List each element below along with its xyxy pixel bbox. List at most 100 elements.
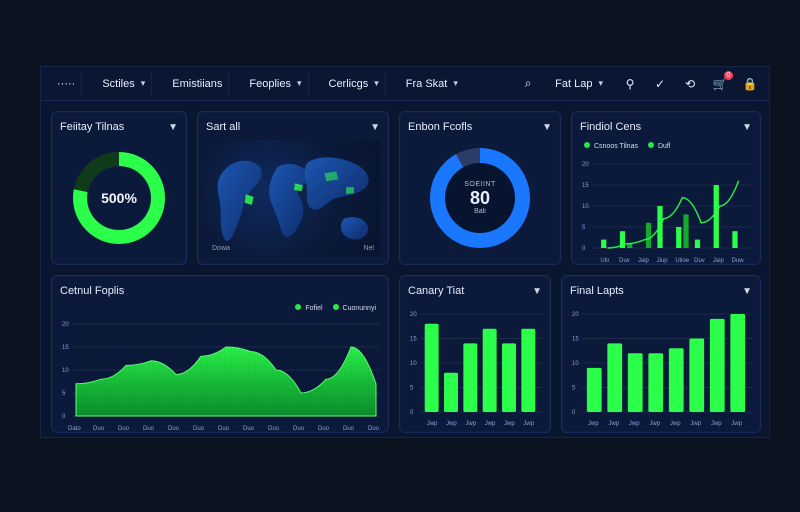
panel-menu-caret-icon[interactable]: ▼ (370, 121, 380, 133)
panel-body: 0 5 10 15 20 Jwp Jwp Jwp Jwp Jwp Jwp Jwp Jwp (570, 304, 752, 427)
bar[interactable] (521, 328, 536, 412)
x-tick-label: Duo (293, 426, 305, 432)
area-series (75, 346, 377, 417)
donut-value: 500% (101, 190, 137, 206)
panel-header: Findiol Cens ▼ (580, 118, 752, 136)
panel-title: Feiitay Tilnas (60, 121, 125, 133)
chevron-down-icon: ▾ (140, 78, 146, 88)
dashboard-window: ····· Sctiles ▾ Emistiians Feoplies ▾ Ce… (40, 66, 770, 438)
menu-feoplies[interactable]: Feoplies ▾ (243, 71, 309, 96)
panel-menu-caret-icon[interactable]: ▼ (742, 121, 752, 133)
bar[interactable] (683, 214, 689, 248)
x-tick-label: Jwp (711, 421, 722, 427)
cart-icon[interactable]: 🛒 0 (711, 70, 733, 93)
bar[interactable] (424, 323, 439, 412)
bar[interactable] (601, 239, 607, 248)
chart-canary-tiat: 0 5 10 15 20 Jwp Jwp Jwp Jwp Jwp Jwp (410, 312, 542, 427)
y-tick-label: 0 (572, 410, 576, 416)
bar[interactable] (482, 328, 497, 412)
bar[interactable] (444, 372, 458, 412)
donut-chart: 500% (73, 152, 165, 244)
bar[interactable] (694, 239, 701, 248)
world-map-svg (217, 157, 369, 241)
legend-item: Cuonunnyi (332, 304, 376, 312)
bar[interactable] (732, 231, 738, 248)
legend-label: Csnoos Tilnas (594, 143, 638, 150)
x-tick-label: Duo (143, 426, 155, 432)
menu-cerlicgs[interactable]: Cerlicgs ▾ (323, 71, 386, 96)
continent-europe-africa (269, 164, 308, 237)
bar[interactable] (645, 222, 652, 248)
chart-findiol-cens: 0 5 10 15 20 Ulo Duv Jaip Jiup Uiloe Duv Jaip Duw (582, 162, 752, 264)
x-tick-label: Jiup (657, 258, 669, 264)
panel-canary-tiat: Canary Tiat ▼ 0 5 10 15 20 Jwp Jwp Jwp Jwp Jwp Jwp (399, 275, 551, 433)
bar[interactable] (627, 353, 643, 412)
x-tick-label: Duo (193, 426, 205, 432)
legend-dot (295, 304, 302, 310)
legend-dot (584, 142, 590, 148)
x-tick-label: Duo (168, 426, 180, 432)
x-tick-label: Uiloe (675, 258, 689, 264)
person-icon[interactable]: ⚲ (625, 76, 635, 91)
bar[interactable] (689, 338, 705, 413)
bar[interactable] (627, 243, 633, 248)
x-tick-label: Jaip (638, 258, 650, 264)
y-tick-label: 20 (572, 312, 579, 318)
x-tick-label: Jwp (608, 421, 619, 427)
y-tick-label: 5 (62, 391, 66, 397)
menu-label-sctiles: Sctiles (102, 77, 135, 90)
chart-legend: Fofiel Cuonunnyi (295, 304, 376, 312)
x-tick-label: Duv (619, 258, 630, 264)
map-left-label: Dowa (212, 245, 230, 252)
panel-header: Feiitay Tilnas ▼ (60, 118, 178, 136)
chart-cetnul-foplis: 0 5 10 15 20 Dato Duo Duo Duo Duo Duo Duo Duo Duo Duo D… (62, 322, 380, 432)
panel-title: Cetnul Foplis (60, 285, 125, 297)
panel-body: 500% (60, 140, 178, 256)
legend-dot (647, 142, 654, 148)
search-icon[interactable]: ⌕ (524, 76, 532, 90)
lock-icon[interactable]: 🔒 (742, 76, 758, 91)
bar[interactable] (709, 318, 725, 412)
panel-menu-caret-icon[interactable]: ▼ (542, 121, 552, 133)
menu-sctiles[interactable]: Sctiles ▾ (96, 71, 153, 96)
x-tick-label: Jwp (485, 421, 496, 427)
x-tick-label: Jwp (446, 421, 457, 427)
panel-header: Enbon Fcofls ▼ (408, 118, 552, 136)
panel-body: 0 5 10 15 20 Jwp Jwp Jwp Jwp Jwp Jwp (408, 304, 542, 427)
fat-lap-dropdown[interactable]: Fat Lap ▾ (549, 72, 609, 96)
menu-fra-skat[interactable]: Fra Skat ▾ (400, 72, 464, 96)
bar[interactable] (730, 314, 746, 412)
panel-menu-caret-icon[interactable]: ▼ (742, 285, 752, 297)
bar[interactable] (607, 343, 623, 412)
panel-feiitay-tilnas: Feiitay Tilnas ▼ 500% (51, 111, 187, 265)
panel-menu-caret-icon[interactable]: ▼ (532, 285, 542, 297)
fat-lap-label: Fat Lap (555, 77, 593, 90)
x-tick-label: Duo (318, 426, 330, 432)
refresh-icon[interactable]: ⟲ (684, 76, 696, 91)
logo[interactable]: ····· (51, 71, 83, 96)
bar[interactable] (586, 367, 602, 412)
panel-body: Dowa Nel (206, 140, 380, 256)
main-menu: ····· Sctiles ▾ Emistiians Feoplies ▾ Ce… (51, 71, 464, 96)
menu-label-feoplies: Feoplies (249, 77, 291, 90)
panel-body: Csnoos Tilnas Dufl 0 5 10 15 20 Ulo Duv Jaip Jiu… (580, 140, 752, 264)
bar[interactable] (676, 227, 682, 248)
bar[interactable] (668, 348, 684, 412)
x-tick-label: Duo (118, 426, 130, 432)
check-icon[interactable]: ✓ (654, 76, 666, 91)
legend-label: Fofiel (305, 305, 323, 312)
bar[interactable] (648, 353, 664, 412)
bar[interactable] (463, 343, 478, 412)
logo-text: ····· (57, 77, 76, 90)
donut-container: 500% (60, 140, 178, 256)
bar[interactable] (619, 231, 626, 248)
y-tick-label: 0 (62, 414, 66, 420)
donut-center-top: SOEIINT (464, 181, 496, 188)
panel-title: Enbon Fcofls (408, 121, 473, 133)
map-highlight (324, 171, 339, 182)
menu-emistiians[interactable]: Emistiians (166, 71, 230, 96)
bar[interactable] (502, 343, 516, 412)
x-tick-label: Jaip (713, 258, 725, 264)
panel-menu-caret-icon[interactable]: ▼ (168, 121, 178, 133)
bar[interactable] (713, 185, 719, 248)
